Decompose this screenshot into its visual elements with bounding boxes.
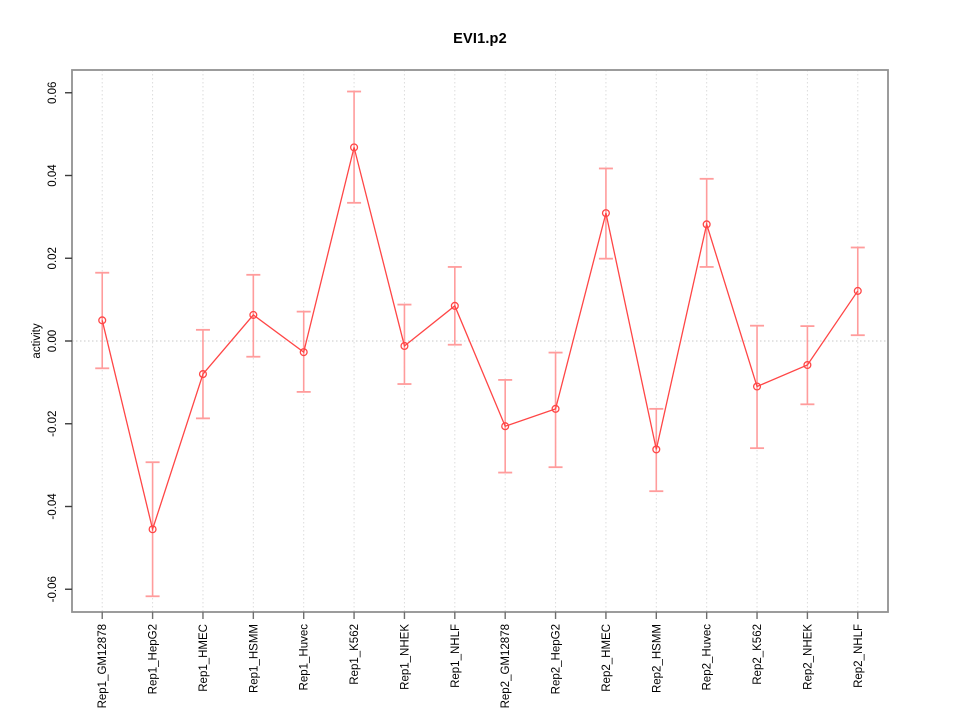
x-tick-label: Rep2_Huvec bbox=[702, 624, 714, 691]
x-tick-label: Rep1_Huvec bbox=[299, 624, 311, 691]
x-tick-label: Rep2_HMEC bbox=[601, 624, 613, 692]
x-tick-label: Rep2_GM12878 bbox=[500, 624, 512, 708]
x-tick-label: Rep1_NHLF bbox=[450, 624, 462, 688]
x-tick-label: Rep1_GM12878 bbox=[97, 624, 109, 708]
y-tick-label: -0.04 bbox=[47, 493, 59, 520]
data-point-marker bbox=[752, 382, 762, 391]
y-tick-label: 0.02 bbox=[47, 247, 59, 269]
data-point-marker bbox=[299, 348, 308, 357]
x-tick-label: Rep2_HepG2 bbox=[551, 624, 563, 694]
data-point-marker bbox=[98, 316, 107, 325]
y-tick-label: 0.00 bbox=[47, 330, 59, 352]
data-point-marker bbox=[148, 525, 157, 534]
series-line bbox=[101, 147, 859, 532]
chart-title: EVI1.p2 bbox=[453, 31, 507, 47]
y-tick-label: 0.06 bbox=[47, 82, 59, 104]
data-point-marker bbox=[400, 341, 409, 351]
data-point-marker bbox=[803, 360, 812, 370]
data-point-marker bbox=[501, 422, 510, 431]
x-tick-label: Rep2_HSMM bbox=[651, 624, 663, 693]
x-tick-label: Rep2_NHEK bbox=[802, 624, 814, 690]
data-point-marker bbox=[249, 310, 258, 319]
data-point-marker bbox=[198, 370, 208, 379]
x-tick-label: Rep2_K562 bbox=[752, 624, 764, 685]
y-tick-label: 0.04 bbox=[47, 164, 59, 187]
data-point-marker bbox=[551, 404, 560, 413]
data-point-marker bbox=[853, 286, 862, 295]
x-tick-label: Rep1_HSMM bbox=[248, 624, 260, 693]
y-tick-label: -0.02 bbox=[47, 411, 59, 437]
data-point-marker bbox=[450, 301, 459, 310]
data-point-marker bbox=[601, 209, 610, 218]
x-tick-label: Rep1_NHEK bbox=[399, 624, 411, 690]
x-tick-label: Rep1_HMEC bbox=[198, 624, 210, 692]
y-tick-label: -0.06 bbox=[47, 576, 59, 602]
data-point-marker bbox=[702, 220, 711, 229]
data-point-marker bbox=[350, 143, 359, 152]
x-tick-label: Rep1_HepG2 bbox=[148, 624, 160, 694]
x-tick-label: Rep1_K562 bbox=[349, 624, 361, 685]
data-point-marker bbox=[652, 445, 661, 454]
x-tick-label: Rep2_NHLF bbox=[853, 624, 865, 688]
